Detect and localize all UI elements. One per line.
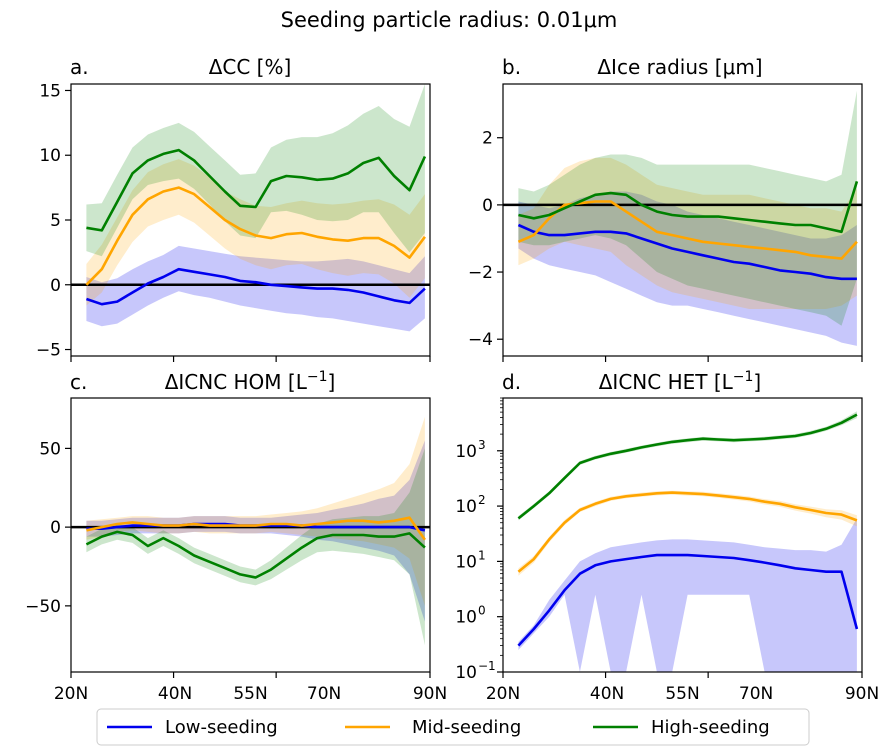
panel-letter: c. <box>70 370 87 394</box>
panel-title: ΔICNC HOM [L−1] <box>165 369 336 394</box>
x-tick-label: 70N <box>739 684 773 704</box>
y-tick-label: 50 <box>39 439 61 459</box>
y-tick-label: 10 <box>39 146 61 166</box>
line-high-seeding <box>86 148 427 232</box>
legend-label-high-seeding: High-seeding <box>651 717 770 738</box>
y-tick-exponent: −1 <box>478 659 496 673</box>
legend-label-low-seeding: Low-seeding <box>165 717 278 738</box>
x-tick-label: 70N <box>307 684 341 704</box>
line-low-seeding <box>517 223 857 281</box>
panel-letter: b. <box>502 55 521 79</box>
x-tick-label: 20N <box>54 684 88 704</box>
y-tick-label: 0 <box>482 196 493 216</box>
band-high-seeding <box>86 84 425 257</box>
x-tick-label: 55N <box>233 684 267 704</box>
y-tick-label: 10 <box>455 497 477 517</box>
y-tick-label: 0 <box>50 276 61 296</box>
panel-letter: a. <box>70 55 89 79</box>
y-tick-label: 5 <box>50 211 61 231</box>
band-high-seeding <box>518 411 857 521</box>
y-tick-label: 15 <box>39 81 61 101</box>
band-high-seeding <box>86 448 425 646</box>
y-tick-exponent: 1 <box>478 548 486 562</box>
x-tick-label: 40N <box>158 684 192 704</box>
x-tick-label: 90N <box>845 684 879 704</box>
band-mid-seeding <box>518 157 857 309</box>
panel-title: ΔICNC HET [L−1] <box>599 369 761 394</box>
y-tick-exponent: 0 <box>478 604 486 618</box>
x-tick-label: 20N <box>486 684 520 704</box>
line-low-seeding <box>517 553 859 647</box>
panel-a: −5 0 5 10 15 a. ΔCC [%] <box>36 55 431 362</box>
y-tick-label: 10 <box>455 663 477 683</box>
line-high-seeding <box>85 530 426 579</box>
plot-area <box>71 84 430 332</box>
line-mid-seeding <box>85 186 426 286</box>
y-tick-label: −4 <box>468 330 493 350</box>
panel-letter: d. <box>502 370 521 394</box>
line-mid-seeding <box>517 491 858 573</box>
plot-area <box>71 416 430 646</box>
band-low-seeding <box>518 518 857 672</box>
y-tick-exponent: 3 <box>478 438 486 452</box>
band-mid-seeding <box>86 416 425 606</box>
panel-title: ΔCC [%] <box>209 55 292 79</box>
legend: Low-seeding Mid-seeding High-seeding <box>96 708 810 746</box>
axes-frame <box>502 83 863 357</box>
figure-suptitle: Seeding particle radius: 0.01μm <box>281 8 618 32</box>
band-low-seeding <box>86 245 425 332</box>
x-tick-label: 40N <box>590 684 624 704</box>
panel-title: ΔIce radius [μm] <box>597 55 762 79</box>
line-high-seeding <box>517 413 858 520</box>
y-tick-label: 10 <box>455 442 477 462</box>
y-tick-label: 10 <box>455 608 477 628</box>
x-tick-label: 55N <box>665 684 699 704</box>
line-low-seeding <box>85 267 426 306</box>
plot-area <box>503 90 862 346</box>
y-tick-label: 10 <box>455 552 477 572</box>
line-mid-seeding <box>86 516 426 541</box>
band-low-seeding <box>86 440 425 622</box>
y-tick-label: −5 <box>36 341 61 361</box>
band-high-seeding <box>518 90 857 326</box>
x-tick-label: 90N <box>413 684 447 704</box>
y-tick-label: 2 <box>482 129 493 149</box>
line-high-seeding <box>518 181 859 234</box>
legend-box <box>96 708 810 746</box>
legend-label-mid-seeding: Mid-seeding <box>412 717 521 738</box>
plot-area <box>517 411 859 672</box>
panel-b: −4 −2 0 2 b. ΔIce radius [μm] <box>468 55 863 362</box>
y-tick-exponent: 2 <box>478 493 486 507</box>
y-tick-label: −50 <box>25 597 61 617</box>
band-mid-seeding <box>86 159 425 306</box>
band-low-seeding <box>518 191 857 346</box>
y-tick-label: 0 <box>50 518 61 538</box>
panel-c: −50 0 50 20N 40N 55N 70N 90N c. ΔICNC HOM [L−1] <box>25 369 447 704</box>
y-tick-label: −2 <box>468 263 493 283</box>
axes-frame <box>70 397 431 673</box>
